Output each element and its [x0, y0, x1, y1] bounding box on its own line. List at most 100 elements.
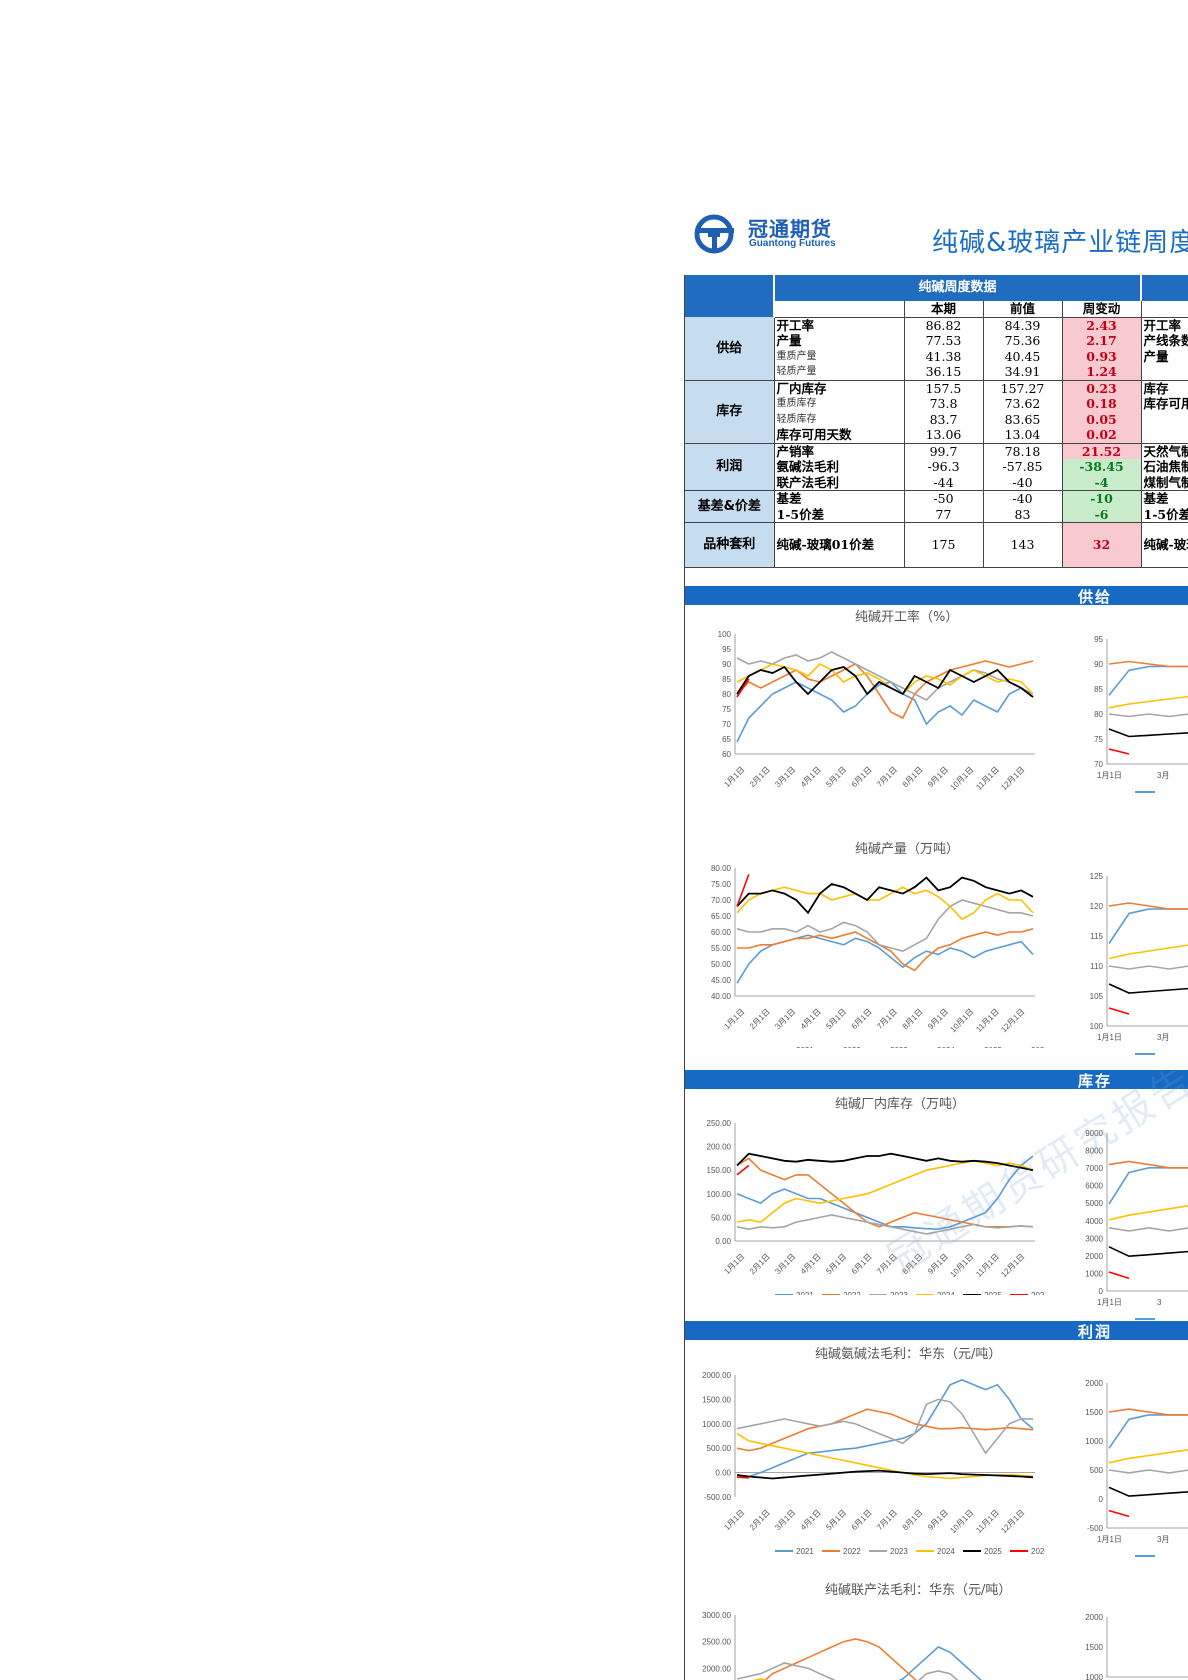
glass-metric-name	[1141, 427, 1188, 443]
table-row: 库存 厂内库存 157.5 157.27 0.23 库存	[685, 380, 1188, 396]
previous-value: -57.85	[983, 459, 1062, 475]
y-tick-label: 500	[1090, 1466, 1104, 1475]
y-tick-label: 200.00	[707, 1143, 732, 1152]
x-tick-label: 1月1日	[1097, 1298, 1122, 1307]
chart-svg: 9590858075701月1日 3月	[1085, 635, 1188, 800]
weekly-change: 0.93	[1062, 349, 1141, 365]
y-tick-label: 120	[1090, 902, 1104, 911]
series-line-2025	[737, 1471, 1033, 1479]
category-cell: 品种套利	[685, 523, 774, 568]
section-title-supply: 供给	[1078, 586, 1112, 607]
x-tick-label: 9月1日	[926, 765, 950, 789]
weekly-change: -6	[1062, 507, 1141, 523]
x-tick-label: 10月1日	[948, 1252, 975, 1279]
legend-label: 2023	[890, 1547, 908, 1556]
x-tick-label: 5月1日	[824, 1252, 848, 1276]
table-title-row: 纯碱周度数据	[685, 275, 1188, 301]
legend-label: 2025	[984, 1291, 1002, 1295]
x-tick-label: 4月1日	[799, 1508, 823, 1532]
y-tick-label: 50.00	[711, 1213, 732, 1222]
table-section-title: 纯碱周度数据	[774, 275, 1141, 301]
current-value: 41.38	[904, 349, 983, 365]
y-tick-label: 2000.00	[702, 1664, 731, 1673]
series-line-2025	[737, 667, 1033, 697]
y-tick-label: 70	[722, 720, 731, 729]
previous-value: -40	[983, 475, 1062, 491]
y-tick-label: 95	[1094, 635, 1103, 644]
x-tick-label: 3月1日	[773, 1508, 797, 1532]
x-tick-label: 3月	[1157, 1535, 1169, 1544]
previous-value: 83.65	[983, 412, 1062, 428]
column-header: 周变动	[1062, 301, 1141, 317]
chart-svg: 100 95 90 85 80 75 70 65 60 1月1日 2月1日 3月1日 4月1日 5月1日 6…	[685, 606, 1045, 796]
x-tick-label: 12月1日	[999, 1007, 1026, 1034]
y-tick-label: 3000	[1085, 1234, 1103, 1243]
table-corner-cell	[685, 275, 774, 317]
glass-metric-name: 库存可用天数	[1141, 396, 1188, 412]
x-tick-label: 6月1日	[850, 1252, 874, 1276]
weekly-change: -10	[1062, 491, 1141, 507]
y-tick-label: 250.00	[707, 1119, 732, 1128]
chart: 纯碱氨碱法毛利：华东（元/吨） 2000.00 1500.00 1000.00 500.…	[685, 1343, 1045, 1558]
previous-value: 40.45	[983, 349, 1062, 365]
previous-value: 13.04	[983, 427, 1062, 443]
y-tick-label: 8000	[1085, 1147, 1103, 1156]
y-tick-label: 125	[1090, 872, 1104, 881]
glass-metric-name: 开工率	[1141, 317, 1188, 333]
x-tick-label: 2月1日	[748, 1508, 772, 1532]
current-value: -96.3	[904, 459, 983, 475]
series-line-2022	[737, 1158, 1033, 1226]
legend-label: 2023	[890, 1291, 908, 1295]
x-tick-label: 7月1日	[875, 1252, 899, 1276]
y-tick-label: 5000	[1085, 1199, 1103, 1208]
metric-name: 基差	[774, 491, 904, 507]
metric-name: 氨碱法毛利	[774, 459, 904, 475]
weekly-change: 2.43	[1062, 317, 1141, 333]
series-line-2023	[737, 1663, 1033, 1680]
category-cell: 利润	[685, 443, 774, 491]
weekly-change: 0.05	[1062, 412, 1141, 428]
x-tick-label: 7月1日	[875, 1007, 899, 1031]
current-value: 36.15	[904, 364, 983, 380]
x-tick-label: 4月1日	[799, 1007, 823, 1031]
y-tick-label: 1000	[1085, 1673, 1103, 1680]
glass-metric-name	[1141, 364, 1188, 380]
guantong-logo-icon	[694, 214, 738, 254]
metric-name: 1-5价差	[774, 507, 904, 523]
series-line	[1109, 662, 1188, 667]
y-tick-label: 105	[1090, 992, 1104, 1001]
x-tick-label: 12月1日	[999, 1252, 1026, 1279]
metric-name: 开工率	[774, 317, 904, 333]
x-tick-label: 8月1日	[901, 1508, 925, 1532]
previous-value: 157.27	[983, 380, 1062, 396]
metric-name: 重质库存	[774, 396, 904, 412]
metric-name: 联产法毛利	[774, 475, 904, 491]
legend-label: 2022	[843, 1046, 861, 1048]
x-tick-label: 11月1日	[974, 765, 1001, 792]
y-tick-label: 115	[1090, 932, 1103, 941]
current-value: 175	[904, 523, 983, 568]
current-value: 77.53	[904, 333, 983, 349]
section-bar-supply: 供给	[685, 586, 1188, 605]
legend-label: 2026	[1031, 1046, 1045, 1048]
y-tick-label: 40.00	[711, 992, 732, 1001]
soda-ash-weekly-table: 纯碱周度数据 本期 前值 周变动 供给 开工率 86.82 84.39 2.43 开工率 产量 77.…	[685, 275, 1188, 568]
y-tick-label: 80	[722, 690, 731, 699]
x-tick-label: 10月1日	[948, 1508, 975, 1535]
weekly-change: -4	[1062, 475, 1141, 491]
glass-metric-name: 天然气制	[1141, 443, 1188, 459]
series-line-2021	[737, 682, 1033, 742]
glass-chart-partial: 125 120 115 110 105 100 1月1日 3月	[1085, 872, 1188, 1062]
series-line	[1109, 1161, 1188, 1167]
series-line	[1109, 714, 1188, 717]
x-tick-label: 6月1日	[850, 1508, 874, 1532]
series-line	[1109, 1450, 1188, 1463]
y-tick-label: 1000.00	[702, 1420, 731, 1429]
x-tick-label: 1月1日	[722, 765, 746, 789]
current-value: 157.5	[904, 380, 983, 396]
series-line	[1109, 1247, 1188, 1256]
chart-svg: 90008000700060005000400030002000100001月1…	[1085, 1129, 1188, 1327]
series-line	[1109, 1168, 1188, 1204]
x-tick-label: 3月	[1157, 771, 1169, 780]
metric-name: 库存可用天数	[774, 427, 904, 443]
